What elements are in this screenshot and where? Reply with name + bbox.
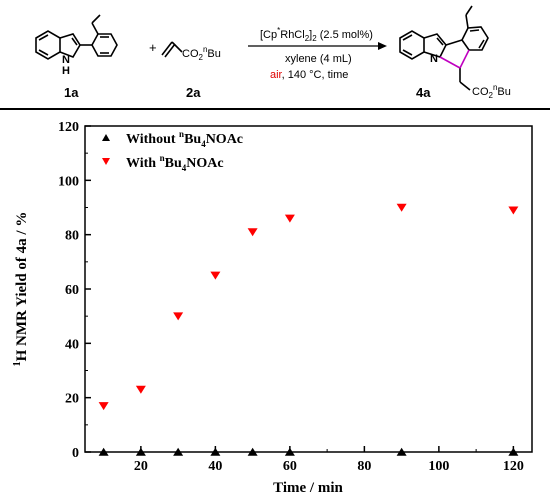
legend-marker-triangle-up [102,134,110,141]
new-ring-bonds [439,49,470,69]
point-without-additive [396,447,407,456]
solvent-text: xylene (4 mL) [285,53,352,65]
point-without-additive [98,447,109,456]
ester-group-4a: CO2nBu [472,83,511,100]
legend-label-without: Without nBu4NOAc [126,129,243,149]
point-with-additive [98,402,109,411]
x-tick-label: 60 [283,459,297,474]
legend-marker-triangle-down [102,158,110,165]
nh-n-label: N [62,54,70,66]
product-4a-structure [399,5,489,91]
point-without-additive [173,447,184,456]
legend-label-with: With nBu4NOAc [126,153,224,173]
yield-chart: 0 20 40 60 80 100 120 20 40 60 80 100 120 Time / mi… [0,108,550,496]
catalyst-text: [Cp*RhCl2]2 (2.5 mol%) [260,26,373,43]
reactant-2a-label: 2a [186,85,201,100]
point-with-additive [173,312,184,321]
point-with-additive [284,214,295,223]
x-tick-label: 120 [503,459,524,474]
point-without-additive [508,447,519,456]
reaction-arrow [248,42,387,50]
legend: Without nBu4NOAc With nBu4NOAc [102,129,243,173]
point-without-additive [284,447,295,456]
ester-group-2a: CO2nBu [182,45,221,62]
product-n-label: N [430,53,438,65]
y-tick-label: 40 [65,337,79,352]
y-tick-label: 100 [58,174,79,189]
point-without-additive [247,447,258,456]
product-4a-label: 4a [416,85,431,100]
plot-frame [84,125,533,453]
y-axis-ticks: 0 20 40 60 80 100 120 [58,120,91,461]
y-axis-label: 1H NMR Yield of 4a / % [12,212,30,367]
point-with-additive [396,203,407,212]
point-with-additive [135,385,146,394]
air-label: air [270,69,283,81]
nh-h-label: H [62,65,70,77]
data-points [98,203,519,456]
plus-sign: + [149,40,157,55]
x-tick-label: 80 [357,459,371,474]
point-with-additive [210,271,221,280]
y-tick-label: 120 [58,120,79,135]
point-without-additive [135,447,146,456]
y-tick-label: 20 [65,392,79,407]
legend-item-without: Without nBu4NOAc [102,129,243,149]
x-axis-label: Time / min [273,480,343,496]
x-tick-label: 40 [208,459,222,474]
y-tick-label: 0 [72,446,79,461]
point-with-additive [508,206,519,215]
point-without-additive [210,447,221,456]
reactant-1a-structure [35,14,118,60]
x-tick-label: 100 [428,459,449,474]
conditions-text: air, 140 °C, time [270,69,348,81]
point-with-additive [247,228,258,237]
reactant-2a-structure [161,41,183,58]
y-tick-label: 60 [65,283,79,298]
reaction-scheme: N H 1a + CO2nBu 2a [Cp*RhCl2]2 (2.5 mol%… [35,5,511,100]
y-tick-label: 80 [65,229,79,244]
x-axis-ticks: 20 40 60 80 100 120 [103,446,524,474]
x-tick-label: 20 [134,459,148,474]
reactant-1a-label: 1a [64,85,79,100]
legend-item-with: With nBu4NOAc [102,153,224,173]
